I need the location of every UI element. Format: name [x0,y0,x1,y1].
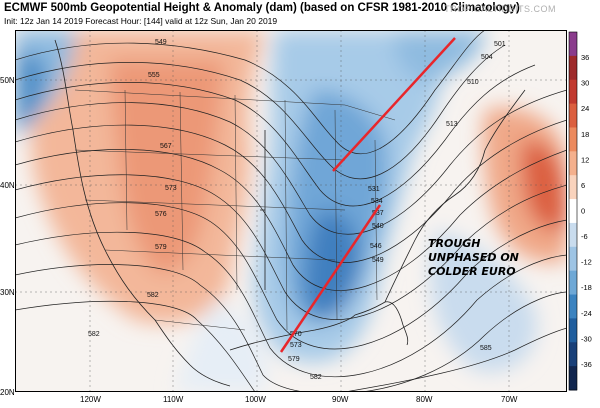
colorbar-tick: 36 [581,53,589,62]
height-label: 531 [368,186,380,193]
borders [74,89,396,331]
annotation-line-2: UNPHASED ON [428,251,519,264]
colorbar-tick: -12 [581,258,592,267]
lon-label-70w: 70W [501,395,518,404]
map-header: ECMWF 500mb Geopotential Height & Anomal… [0,0,600,30]
lat-label-30n: 30N [0,288,15,297]
brand-watermark: TROPICALTIDBITS.COM [444,4,556,14]
height-label: 582 [310,374,322,381]
lat-label-40n: 40N [0,181,15,190]
colorbar-swatch [569,32,577,57]
colorbar-swatch [569,294,577,319]
height-label: 579 [288,356,300,363]
colorbar-swatch [569,270,577,296]
height-labels: 549 555 567 573 576 579 582 501 504 510 … [88,39,506,363]
colorbar-tick: -18 [581,283,592,292]
height-label: 573 [290,342,302,349]
map-title: ECMWF 500mb Geopotential Height & Anomal… [4,2,520,14]
trough-annotation: TROUGH UNPHASED ON COLDER EURO [428,237,519,279]
annotation-line-3: COLDER EURO [428,265,516,278]
height-label: 582 [147,292,159,299]
colorbar-swatch [569,246,577,272]
height-label: 549 [372,257,384,264]
height-label: 576 [155,211,167,218]
height-label: 501 [494,41,506,48]
coastlines [54,39,526,387]
lon-label-100w: 100W [245,395,266,404]
height-label: 513 [446,121,458,128]
height-label: 579 [155,244,167,251]
colorbar-tick: 30 [581,79,589,88]
colorbar-swatch [569,366,577,391]
lat-label-20n: 20N [0,388,15,397]
colorbar-swatch [569,103,577,128]
trough-axis-south [279,204,382,353]
lon-label-110w: 110W [163,395,184,404]
height-label: 549 [155,39,167,46]
height-anomaly-map: 549 555 567 573 576 579 582 501 504 510 … [15,30,567,392]
lon-label-90w: 90W [332,395,349,404]
height-label: 573 [165,185,177,192]
height-label: 546 [370,243,382,250]
colorbar-tick: 18 [581,130,589,139]
colorbar-swatch [569,318,577,343]
colorbar-tick: 24 [581,104,589,113]
anomaly-colorbar: 36 30 24 18 12 6 0 -6 -12 -18 -24 -30 -36 [568,31,592,391]
colorbar-swatch [569,79,577,105]
colorbar-swatch [569,127,577,152]
colorbar-tick: -24 [581,309,592,318]
anomaly-shading [15,30,567,392]
height-label: 534 [371,198,383,205]
map-subtitle: Init: 12z Jan 14 2019 Forecast Hour: [14… [4,16,278,26]
lat-label-50n: 50N [0,76,15,85]
colorbar-outline [568,31,578,391]
colorbar-tick: 0 [581,207,585,216]
colorbar-tick: 6 [581,181,585,190]
height-label: 582 [88,331,100,338]
height-label: 540 [372,223,384,230]
colorbar-swatch [569,342,577,367]
colorbar-tick: -6 [581,232,588,241]
height-label: 537 [372,210,384,217]
colorbar-swatch [569,175,577,200]
colorbar-tick: 12 [581,155,589,164]
height-label: 567 [160,143,172,150]
graticule [15,30,567,392]
height-label: 504 [481,54,493,61]
height-label: 585 [480,345,492,352]
colorbar-swatch [569,151,577,176]
colorbar-swatch [569,199,577,224]
lon-label-80w: 80W [416,395,433,404]
height-label: 510 [467,79,479,86]
height-label: 555 [148,72,160,79]
trough-axis-north [332,37,456,172]
colorbar-tick: -36 [581,360,592,369]
height-label: 570 [290,331,302,338]
lon-label-120w: 120W [80,395,101,404]
colorbar-swatch [569,222,577,248]
annotation-line-1: TROUGH [428,237,481,250]
colorbar-swatch [569,55,577,81]
colorbar-tick: -30 [581,334,592,343]
